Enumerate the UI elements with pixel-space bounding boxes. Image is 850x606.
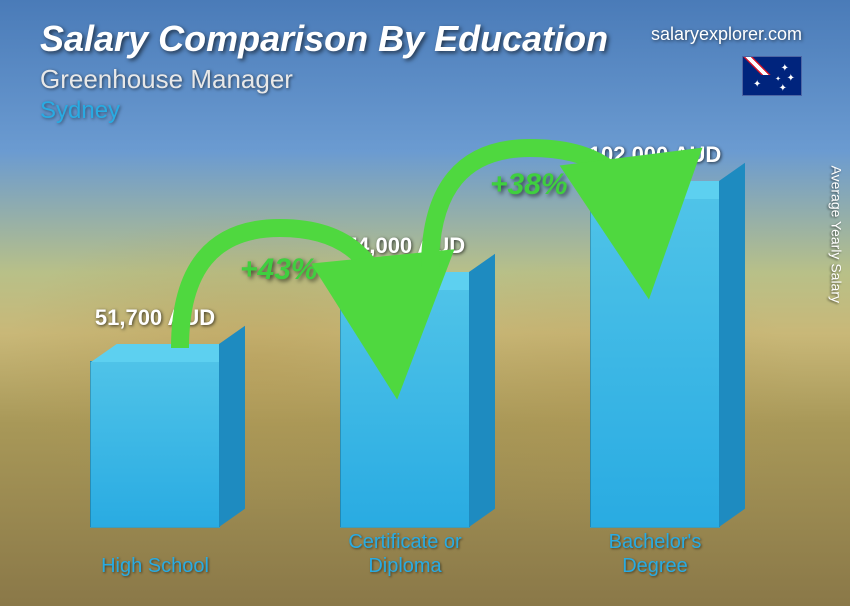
header: Salary Comparison By Education Greenhous… <box>40 18 810 125</box>
bar-chart: +43% +38% 51,700 AUD High School 74,000 … <box>60 98 770 578</box>
bar-group: 51,700 AUD High School <box>90 361 220 528</box>
location: Sydney <box>40 97 810 125</box>
increase-arrow <box>150 198 400 383</box>
bar-label: Certificate orDiploma <box>348 530 461 578</box>
bar-label: Bachelor'sDegree <box>609 530 702 578</box>
bar-label: High School <box>101 554 209 578</box>
job-title: Greenhouse Manager <box>40 64 810 95</box>
bar <box>90 361 220 528</box>
chart-title: Salary Comparison By Education <box>40 18 810 60</box>
y-axis-label: Average Yearly Salary <box>828 166 844 304</box>
increase-arrow <box>400 118 650 303</box>
